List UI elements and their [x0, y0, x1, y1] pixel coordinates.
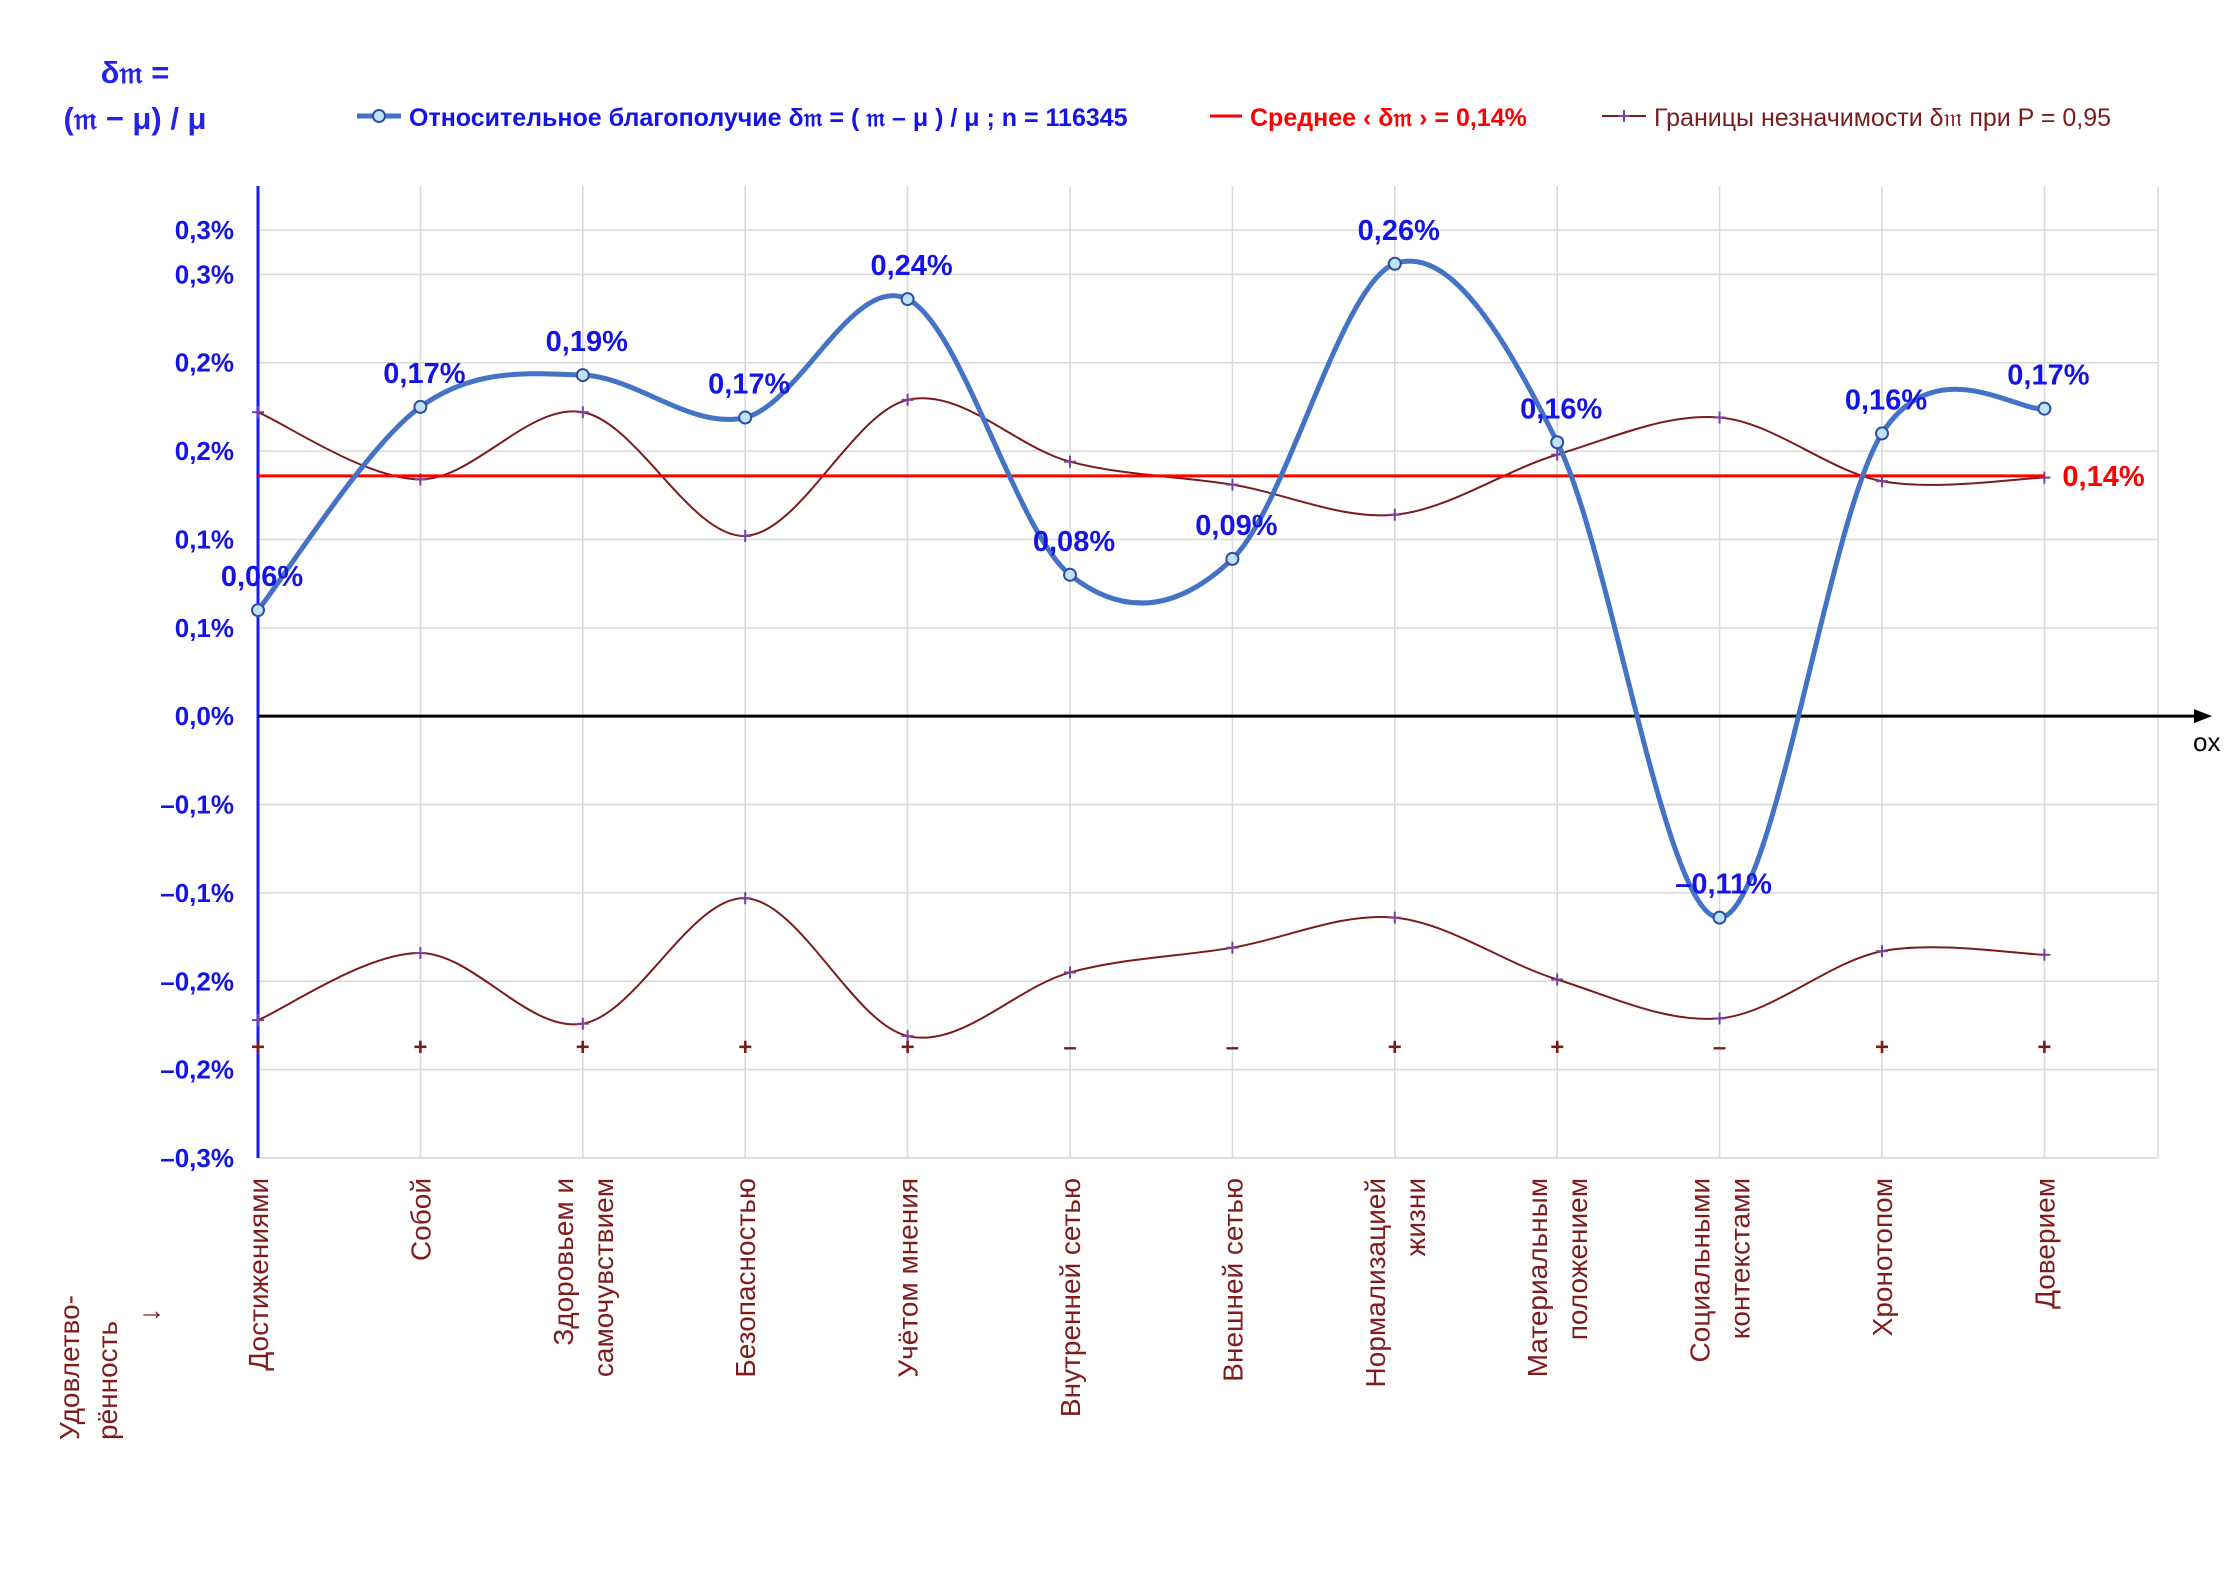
data-point: [1712, 910, 1727, 925]
x-axis-caption-line2: рённость: [92, 1320, 123, 1440]
significance-mark: +: [901, 1034, 915, 1061]
legend-label-main: Относительное благополучие δ𝔪 = ( 𝔪 – μ …: [409, 103, 1128, 132]
significance-mark: –: [1063, 1034, 1076, 1061]
y-tick-label: 0,1%: [175, 524, 234, 554]
data-point: [1875, 426, 1889, 441]
significance-mark: –: [1713, 1034, 1726, 1061]
data-point: [1063, 567, 1077, 582]
x-category-label: Доверием: [2029, 1178, 2060, 1309]
y-tick-label: 0,3%: [175, 259, 234, 289]
significance-mark: +: [2037, 1034, 2051, 1061]
x-category-label: Социальными: [1685, 1178, 1716, 1362]
data-label: 0,17%: [2007, 360, 2089, 392]
data-point: [738, 410, 753, 425]
data-point: [251, 603, 265, 618]
x-category-label: контекстами: [1725, 1178, 1756, 1339]
data-point: [413, 399, 428, 414]
legend-label-mean: Среднее ‹ δ𝔪 › = 0,14%: [1250, 103, 1527, 132]
main-series-line: [256, 258, 2045, 921]
data-point: [1225, 551, 1240, 566]
x-category-label: Внешней сетью: [1217, 1178, 1248, 1382]
data-label: 0,06%: [221, 561, 303, 593]
x-category-label: Собой: [405, 1178, 436, 1261]
x-axis-end-label: ox: [2193, 727, 2220, 757]
data-label: 0,24%: [870, 250, 952, 282]
y-tick-label: 0,1%: [175, 613, 234, 643]
x-axis-caption: Удовлетво- рённость ↓: [48, 1240, 178, 1440]
y-axis-title-line1: δ𝔪 =: [100, 55, 170, 90]
legend-item-bounds: Границы незначимости δ𝔪 при P = 0,95: [1600, 98, 2111, 138]
x-category-label: Здоровьем и: [548, 1178, 579, 1346]
x-category-label: Материальным: [1522, 1178, 1553, 1377]
y-tick-label: 0,2%: [175, 348, 234, 378]
significance-mark: +: [738, 1034, 752, 1061]
significance-mark: +: [1550, 1034, 1564, 1061]
data-label: –0,11%: [1675, 869, 1772, 901]
y-tick-label: –0,1%: [160, 790, 234, 820]
y-tick-label: –0,2%: [160, 966, 234, 996]
data-point: [1550, 435, 1565, 450]
x-category-label: жизни: [1400, 1178, 1431, 1256]
significance-mark: +: [413, 1034, 427, 1061]
data-label: 0,17%: [708, 369, 790, 401]
data-label: 0,08%: [1033, 526, 1115, 558]
data-point: [1387, 256, 1402, 271]
legend-label-bounds: Границы незначимости δ𝔪 при P = 0,95: [1654, 103, 2112, 132]
data-label: 0,19%: [546, 326, 628, 358]
data-point: [2037, 401, 2052, 416]
x-category-label: Внутренней сетью: [1055, 1178, 1086, 1417]
data-label: 0,17%: [383, 358, 465, 390]
data-point: [575, 368, 590, 383]
data-label: 0,09%: [1195, 510, 1277, 542]
y-tick-label: –0,1%: [160, 878, 234, 908]
legend-swatch-mean: [1208, 104, 1244, 133]
y-axis-title: δ𝔪 = (𝔪 − μ) / μ: [40, 50, 230, 142]
x-axis-caption-arrow: ↓: [134, 1308, 165, 1322]
legend-item-mean: Среднее ‹ δ𝔪 › = 0,14%: [1208, 98, 1527, 138]
data-label: 0,26%: [1358, 215, 1440, 247]
x-category-label: Нормализацией: [1360, 1178, 1391, 1387]
y-tick-label: 0,2%: [175, 436, 234, 466]
significance-mark: +: [1875, 1034, 1889, 1061]
x-category-label: Безопасностью: [730, 1178, 761, 1378]
x-category-label: Хронотопом: [1867, 1178, 1898, 1336]
y-tick-label: 0,3%: [175, 215, 234, 245]
bounds-line-lower: [257, 897, 2045, 1039]
x-axis-arrow: [2194, 709, 2212, 724]
bounds-line-upper: [257, 397, 2045, 537]
y-tick-label: –0,3%: [160, 1143, 234, 1173]
y-axis-title-line2: (𝔪 − μ) / μ: [63, 101, 207, 136]
legend-swatch-main: [355, 104, 403, 133]
x-category-label: положением: [1562, 1178, 1593, 1340]
data-point: [900, 292, 915, 307]
x-axis-caption-line1: Удовлетво-: [54, 1294, 85, 1440]
significance-mark: +: [576, 1034, 590, 1061]
legend-item-main: Относительное благополучие δ𝔪 = ( 𝔪 – μ …: [355, 98, 1128, 138]
data-label: 0,16%: [1520, 393, 1602, 425]
data-label: 0,16%: [1845, 384, 1927, 416]
significance-mark: +: [1388, 1034, 1402, 1061]
legend-swatch-bounds: [1600, 104, 1648, 133]
significance-mark: +: [251, 1034, 265, 1061]
x-category-label: Учётом мнения: [893, 1178, 924, 1378]
mean-value-label: 0,14%: [2062, 461, 2144, 493]
x-category-label: самочувствием: [588, 1178, 619, 1377]
x-category-label: Достижениями: [243, 1178, 274, 1371]
y-tick-label: –0,2%: [160, 1055, 234, 1085]
y-tick-label: 0,0%: [175, 701, 234, 731]
significance-mark: –: [1226, 1034, 1239, 1061]
